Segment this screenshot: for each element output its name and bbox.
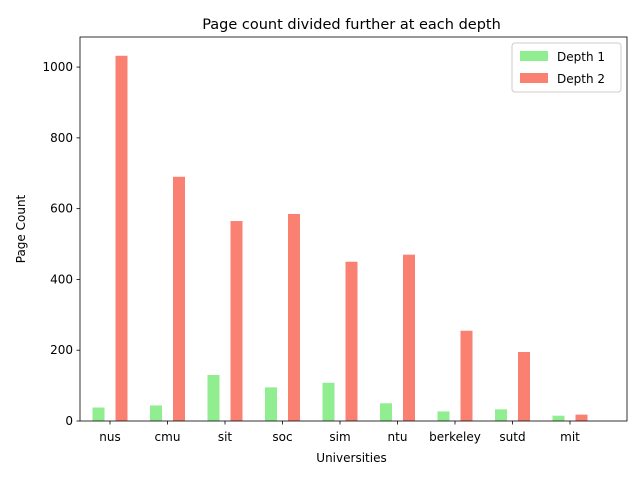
y-axis-title: Page Count <box>14 194 28 263</box>
x-tick-label: nus <box>99 430 120 444</box>
legend: Depth 1 Depth 2 <box>511 42 622 93</box>
x-axis-title: Universities <box>316 451 386 465</box>
bar-2-ntu <box>403 254 415 421</box>
x-tick-label: mit <box>560 430 580 444</box>
bar-2-sim <box>345 261 358 421</box>
x-tick-label: cmu <box>155 430 181 444</box>
bar-2-cmu <box>173 176 185 421</box>
bar-1-sit <box>207 374 220 421</box>
bar-1-nus <box>92 407 105 421</box>
y-tick-label: 200 <box>50 343 73 357</box>
y-tick-label: 0 <box>65 414 73 428</box>
bar-2-nus <box>115 55 128 422</box>
legend-label-1: Depth 1 <box>557 50 605 64</box>
bar-1-sutd <box>495 409 507 421</box>
x-tick-label: berkeley <box>429 430 481 444</box>
y-tick-label: 400 <box>50 272 73 286</box>
bar-1-ntu <box>380 403 392 421</box>
bar-2-sutd <box>518 351 530 421</box>
x-tick-label: sim <box>329 430 350 444</box>
bar-1-cmu <box>150 405 162 421</box>
bar-2-sit <box>230 221 243 421</box>
bar-2-mit <box>575 414 588 421</box>
legend-swatch-2 <box>520 73 548 83</box>
bar-1-soc <box>265 387 277 421</box>
x-tick-label: sutd <box>499 430 525 444</box>
x-tick-label: sit <box>218 430 233 444</box>
bar-2-soc <box>288 213 300 421</box>
bar-2-berkeley <box>460 330 473 421</box>
bar-1-berkeley <box>437 411 450 421</box>
legend-swatch-1 <box>520 51 548 61</box>
x-tick-label: ntu <box>388 430 408 444</box>
legend-label-2: Depth 2 <box>557 72 605 86</box>
chart-title: Page count divided further at each depth <box>202 17 501 33</box>
y-tick-label: 800 <box>50 131 73 145</box>
axes-frame <box>79 36 628 422</box>
bar-1-mit <box>552 415 565 421</box>
y-tick-label: 600 <box>50 202 73 216</box>
bar-1-sim <box>322 382 335 421</box>
x-tick-label: soc <box>272 430 292 444</box>
plot-area: 0 200 400 600 800 1000 nus cmu sit soc sim ntu berke… <box>42 36 628 444</box>
y-tick-label: 1000 <box>42 60 73 74</box>
